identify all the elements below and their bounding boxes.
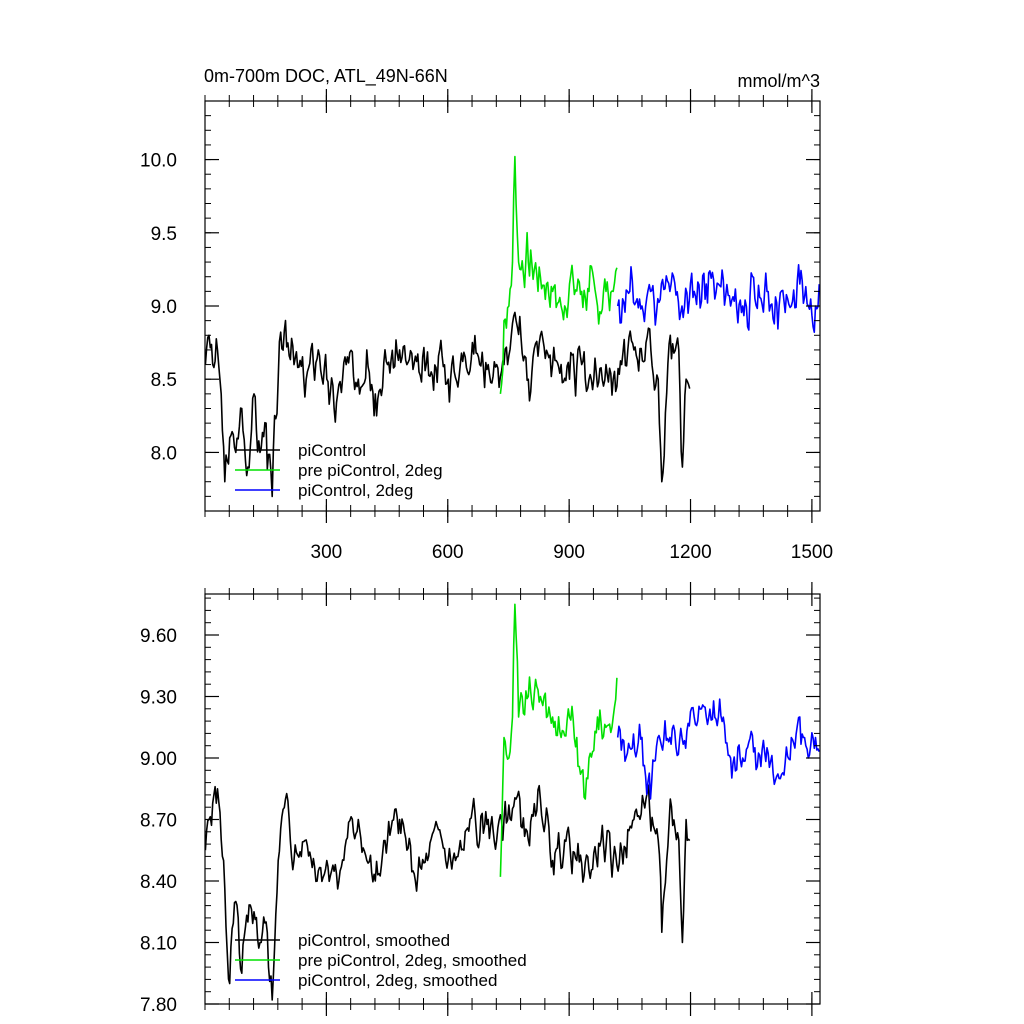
- y-tick-label: 8.70: [140, 811, 177, 832]
- x-tick-label: 300: [311, 542, 343, 563]
- y-tick-label: 9.0: [151, 297, 177, 318]
- x-tick-label: 1200: [669, 542, 711, 563]
- legend-label: piControl, 2deg, smoothed: [298, 971, 497, 990]
- top-chart-units: mmol/m^3: [738, 71, 820, 91]
- y-tick-label: 7.80: [140, 995, 177, 1016]
- top-panel: 0m-700m DOC, ATL_49N-66N mmol/m^3 300 600…: [140, 66, 833, 563]
- legend-label: piControl, 2deg: [298, 481, 413, 500]
- legend-label: piControl: [298, 441, 366, 460]
- bottom-series-group: [205, 603, 820, 1001]
- y-tick-label: 9.60: [140, 626, 177, 647]
- series-line-0: [205, 311, 691, 498]
- y-tick-label: 8.40: [140, 872, 177, 893]
- y-tick-label: 9.5: [151, 224, 177, 245]
- bottom-axes: 7.80 8.10 8.40 8.70 9.00 9.30 9.60: [140, 582, 821, 1016]
- top-chart-title: 0m-700m DOC, ATL_49N-66N: [204, 66, 448, 87]
- series-line-0: [205, 784, 691, 1001]
- legend-label: piControl, smoothed: [298, 931, 450, 950]
- top-axes: 300 600 900 1200 1500 8.0 8.5 9.0 9.5 10.0: [140, 89, 833, 563]
- y-tick-label: 8.10: [140, 934, 177, 955]
- y-tick-label: 8.0: [151, 443, 177, 464]
- series-line-2: [616, 263, 820, 334]
- x-tick-label: 600: [432, 542, 464, 563]
- series-line-1: [499, 603, 618, 877]
- y-tick-label: 8.5: [151, 370, 177, 391]
- top-series-group: [205, 155, 820, 498]
- y-tick-label: 10.0: [140, 151, 177, 172]
- legend-label: pre piControl, 2deg: [298, 461, 443, 480]
- legend-label: pre piControl, 2deg, smoothed: [298, 951, 527, 970]
- series-line-1: [499, 155, 618, 394]
- x-tick-label: 1500: [791, 542, 833, 563]
- bottom-panel: 7.80 8.10 8.40 8.70 9.00 9.30 9.60 piControl, …: [140, 582, 821, 1016]
- series-line-2: [616, 698, 820, 800]
- y-tick-label: 9.00: [140, 749, 177, 770]
- x-tick-label: 900: [553, 542, 585, 563]
- plot-frame: [204, 593, 821, 1005]
- y-tick-label: 9.30: [140, 688, 177, 709]
